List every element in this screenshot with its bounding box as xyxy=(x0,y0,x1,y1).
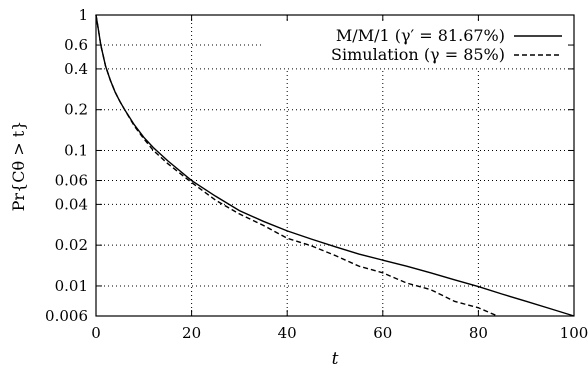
y-tick-label: 0.02 xyxy=(55,236,88,254)
x-tick-label: 40 xyxy=(278,324,297,342)
series-lines xyxy=(95,14,575,317)
x-tick-label: 20 xyxy=(182,324,201,342)
y-tick-label: 0.1 xyxy=(64,141,88,159)
axis-ticks: 0 20 40 60 80 100 1 0.6 0.4 0.2 0.1 0.06 0.04 0.02 0.0… xyxy=(45,6,588,342)
legend-background xyxy=(262,22,566,68)
x-axis-label: t xyxy=(332,349,339,369)
y-tick-label: 0.4 xyxy=(64,60,88,78)
y-tick-label: 0.04 xyxy=(55,195,88,213)
y-tick-label: 0.01 xyxy=(55,277,88,295)
y-axis-label: Pr{Cθ > t} xyxy=(9,121,28,212)
legend-label-simulation: Simulation (γ = 85%) xyxy=(331,45,505,64)
x-tick-label: 0 xyxy=(91,324,101,342)
y-tick-label: 0.6 xyxy=(64,36,88,54)
x-tick-label: 100 xyxy=(560,324,588,342)
x-tick-label: 80 xyxy=(469,324,488,342)
legend: M/M/1 (γ′ = 81.67%) Simulation (γ = 85%) xyxy=(262,22,566,68)
x-tick-label: 60 xyxy=(373,324,392,342)
y-tick-label: 0.006 xyxy=(45,307,88,325)
y-tick-label: 0.2 xyxy=(64,101,88,119)
y-tick-label: 0.06 xyxy=(55,172,88,190)
y-tick-label: 1 xyxy=(78,6,88,24)
plot-frame xyxy=(95,14,575,317)
legend-label-mm1: M/M/1 (γ′ = 81.67%) xyxy=(336,26,505,45)
series-line-simulation xyxy=(95,14,498,317)
